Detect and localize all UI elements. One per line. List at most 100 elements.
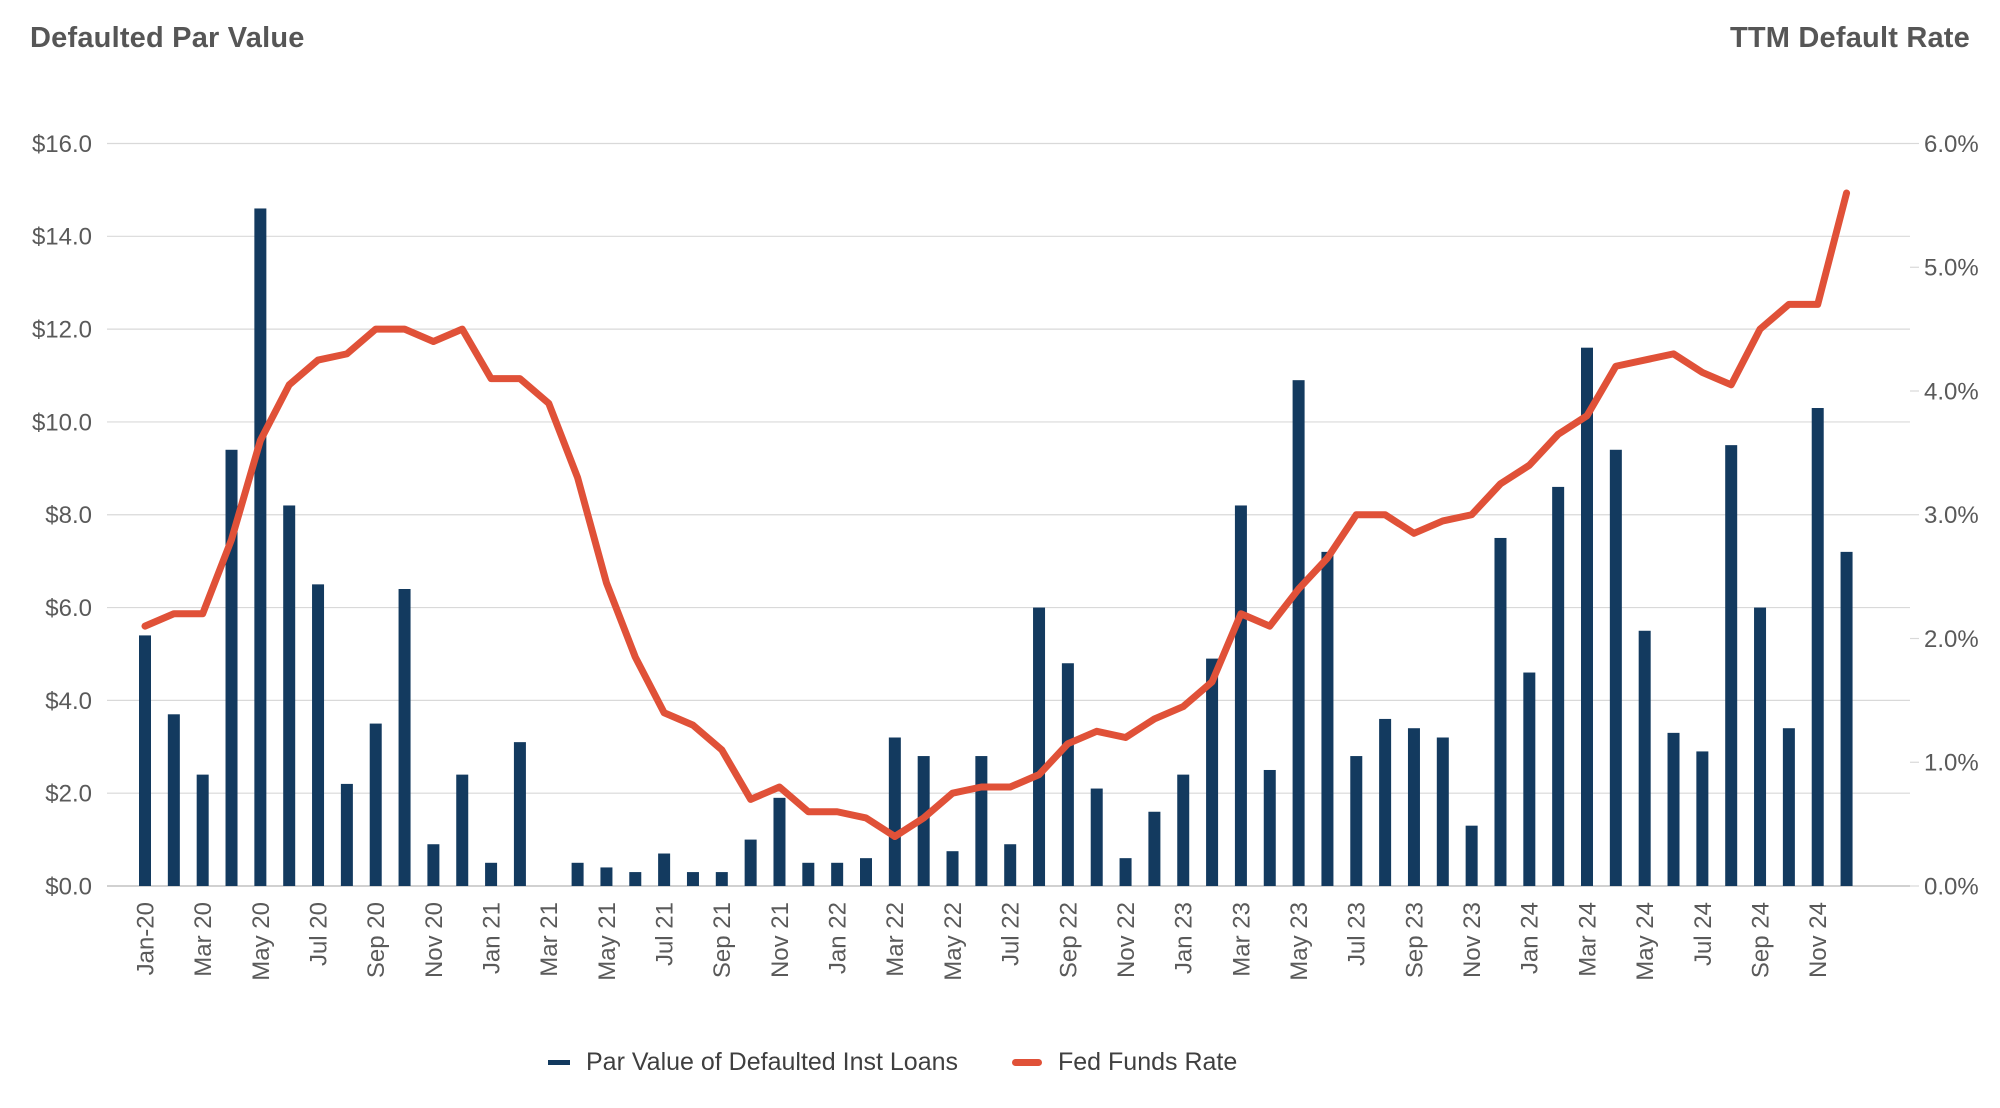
bar-apr-24[interactable] xyxy=(1609,449,1622,886)
x-axis-tick-label: Jul 21 xyxy=(652,902,679,966)
x-axis-tick-label: Mar 23 xyxy=(1228,902,1255,977)
x-axis-tick-label: Nov 22 xyxy=(1113,902,1140,978)
left-axis-tick-label: $6.0 xyxy=(45,595,92,622)
bar-jun-24[interactable] xyxy=(1667,732,1680,886)
x-axis-tick-label: Jul 20 xyxy=(305,902,332,966)
bar-aug-23[interactable] xyxy=(1379,718,1392,886)
bar-jun-23[interactable] xyxy=(1321,551,1334,886)
x-axis-tick-label: May 21 xyxy=(594,902,621,981)
bar-mar-22[interactable] xyxy=(888,737,901,887)
bar-mar-24[interactable] xyxy=(1581,347,1593,886)
bar-jun-22[interactable] xyxy=(975,756,988,886)
x-axis-tick-label: Jul 23 xyxy=(1344,902,1371,966)
bar-apr-23[interactable] xyxy=(1263,769,1276,886)
bar-feb-24[interactable] xyxy=(1552,486,1565,886)
bar-jul-24[interactable] xyxy=(1696,751,1709,886)
x-axis-tick-label: Jan-20 xyxy=(132,902,159,975)
bar-oct-23[interactable] xyxy=(1436,737,1449,887)
bar-feb-21[interactable] xyxy=(513,742,526,886)
x-axis-tick-label: Sep 21 xyxy=(709,902,736,978)
bar-apr-20[interactable] xyxy=(225,449,238,886)
bar-may-24[interactable] xyxy=(1638,630,1651,886)
x-axis-tick-label: Jul 22 xyxy=(998,902,1025,966)
bar-jan-22[interactable] xyxy=(831,862,844,886)
bar-oct-24[interactable] xyxy=(1782,728,1795,886)
x-axis-tick-label: Nov 24 xyxy=(1805,902,1832,978)
bar-series-swatch-icon xyxy=(548,1060,570,1065)
x-axis-tick-label: Mar 22 xyxy=(882,902,909,977)
bar-jan-24[interactable] xyxy=(1523,672,1536,886)
x-axis-tick-label: May 24 xyxy=(1632,902,1659,981)
line-series-swatch-icon xyxy=(1012,1059,1042,1066)
left-axis-tick-label: $4.0 xyxy=(45,688,92,715)
x-axis-tick-label: Jan 21 xyxy=(478,902,505,974)
bar-may-21[interactable] xyxy=(600,867,613,886)
bar-nov-21[interactable] xyxy=(773,797,786,886)
left-axis-tick-label: $0.0 xyxy=(45,873,92,900)
bar-jan-21[interactable] xyxy=(485,862,498,886)
bar-mar-23[interactable] xyxy=(1234,505,1247,886)
right-axis-tick-label: 3.0% xyxy=(1924,502,1979,529)
left-axis-tick-label: $12.0 xyxy=(32,317,92,344)
bar-aug-22[interactable] xyxy=(1033,607,1046,886)
bar-aug-24[interactable] xyxy=(1725,445,1738,886)
right-axis-tick-label: 6.0% xyxy=(1924,131,1979,158)
bar-sep-22[interactable] xyxy=(1061,663,1074,886)
bar-feb-22[interactable] xyxy=(860,858,872,886)
bar-nov-20[interactable] xyxy=(427,844,440,886)
bar-jan-23[interactable] xyxy=(1177,774,1190,886)
bar-dec-23[interactable] xyxy=(1494,537,1507,886)
x-axis-tick-label: May 23 xyxy=(1286,902,1313,981)
x-axis-tick-label: Nov 20 xyxy=(421,902,448,978)
legend-item-par-value[interactable]: Par Value of Defaulted Inst Loans xyxy=(548,1048,958,1077)
x-axis-tick-label: Jan 23 xyxy=(1171,902,1198,974)
bar-jul-21[interactable] xyxy=(658,853,671,886)
bar-nov-22[interactable] xyxy=(1119,858,1132,886)
x-axis-tick-label: Jan 24 xyxy=(1517,902,1544,974)
bar-nov-23[interactable] xyxy=(1465,825,1478,886)
bar-may-22[interactable] xyxy=(946,851,959,886)
x-axis-tick-label: May 20 xyxy=(248,902,275,981)
bar-dec-22[interactable] xyxy=(1148,811,1161,886)
bar-aug-20[interactable] xyxy=(340,783,353,886)
left-axis-tick-label: $14.0 xyxy=(32,224,92,251)
legend-label-par-value: Par Value of Defaulted Inst Loans xyxy=(586,1048,958,1076)
bar-sep-21[interactable] xyxy=(715,872,728,886)
bar-oct-22[interactable] xyxy=(1090,788,1103,886)
fed-funds-rate-line[interactable] xyxy=(141,189,1851,840)
bar-oct-20[interactable] xyxy=(398,589,411,886)
bar-apr-21[interactable] xyxy=(571,862,584,886)
bar-jun-21[interactable] xyxy=(629,872,642,886)
bar-mar-20[interactable] xyxy=(196,774,209,886)
x-axis-tick-label: May 22 xyxy=(940,902,967,981)
bar-feb-20[interactable] xyxy=(167,714,180,886)
bar-sep-20[interactable] xyxy=(369,723,382,886)
bar-dec-20[interactable] xyxy=(456,774,469,886)
chart-header: Defaulted Par Value TTM Default Rate xyxy=(30,22,1970,55)
bar-jul-23[interactable] xyxy=(1350,756,1363,886)
bar-may-23[interactable] xyxy=(1292,380,1305,886)
right-axis-title: TTM Default Rate xyxy=(1729,22,1970,54)
bar-dec-24[interactable] xyxy=(1840,551,1853,886)
bar-sep-24[interactable] xyxy=(1754,607,1767,886)
x-axis-tick-label: Mar 24 xyxy=(1574,902,1601,977)
bar-jun-20[interactable] xyxy=(283,505,296,886)
x-axis-tick-label: Sep 22 xyxy=(1055,902,1082,978)
bar-nov-24[interactable] xyxy=(1811,408,1824,886)
bar-sep-23[interactable] xyxy=(1407,728,1420,886)
bar-dec-21[interactable] xyxy=(802,862,815,886)
bar-jul-22[interactable] xyxy=(1004,844,1017,886)
bar-feb-23[interactable] xyxy=(1206,658,1219,886)
left-axis-tick-label: $10.0 xyxy=(32,409,92,436)
legend-item-fed-funds[interactable]: Fed Funds Rate xyxy=(1012,1048,1237,1077)
bar-may-20[interactable] xyxy=(254,208,267,886)
x-axis-tick-label: Jul 24 xyxy=(1690,902,1717,966)
left-axis-tick-label: $16.0 xyxy=(32,131,92,158)
bar-jan-20[interactable] xyxy=(139,635,151,886)
bar-jul-20[interactable] xyxy=(312,584,325,886)
left-axis-tick-label: $8.0 xyxy=(45,502,92,529)
x-axis-tick-label: Nov 23 xyxy=(1459,902,1486,978)
bar-aug-21[interactable] xyxy=(686,872,699,886)
x-axis-tick-label: Jan 22 xyxy=(825,902,852,974)
bar-oct-21[interactable] xyxy=(744,839,757,886)
